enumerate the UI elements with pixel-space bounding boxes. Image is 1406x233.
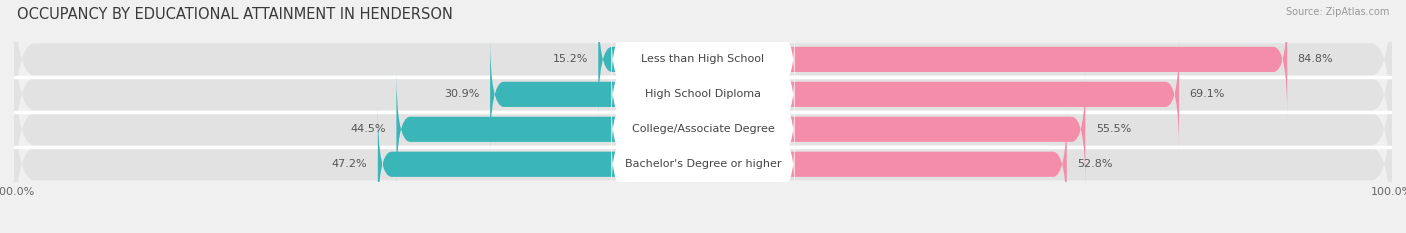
FancyBboxPatch shape: [612, 62, 794, 126]
Text: 15.2%: 15.2%: [553, 55, 588, 64]
Text: 47.2%: 47.2%: [332, 159, 367, 169]
Text: 55.5%: 55.5%: [1095, 124, 1130, 134]
FancyBboxPatch shape: [14, 41, 1392, 218]
Text: Less than High School: Less than High School: [641, 55, 765, 64]
Text: High School Diploma: High School Diploma: [645, 89, 761, 99]
Text: College/Associate Degree: College/Associate Degree: [631, 124, 775, 134]
Text: 30.9%: 30.9%: [444, 89, 479, 99]
Text: 69.1%: 69.1%: [1189, 89, 1225, 99]
FancyBboxPatch shape: [612, 97, 794, 161]
Text: OCCUPANCY BY EDUCATIONAL ATTAINMENT IN HENDERSON: OCCUPANCY BY EDUCATIONAL ATTAINMENT IN H…: [17, 7, 453, 22]
FancyBboxPatch shape: [599, 2, 703, 117]
FancyBboxPatch shape: [14, 0, 1392, 148]
Text: 52.8%: 52.8%: [1077, 159, 1112, 169]
FancyBboxPatch shape: [703, 37, 1180, 152]
FancyBboxPatch shape: [703, 2, 1288, 117]
FancyBboxPatch shape: [14, 6, 1392, 183]
FancyBboxPatch shape: [703, 107, 1067, 222]
FancyBboxPatch shape: [396, 72, 703, 187]
FancyBboxPatch shape: [378, 107, 703, 222]
Text: 84.8%: 84.8%: [1298, 55, 1333, 64]
Text: Source: ZipAtlas.com: Source: ZipAtlas.com: [1285, 7, 1389, 17]
Text: 44.5%: 44.5%: [350, 124, 387, 134]
FancyBboxPatch shape: [612, 27, 794, 91]
FancyBboxPatch shape: [491, 37, 703, 152]
FancyBboxPatch shape: [14, 75, 1392, 233]
FancyBboxPatch shape: [612, 132, 794, 196]
Text: Bachelor's Degree or higher: Bachelor's Degree or higher: [624, 159, 782, 169]
FancyBboxPatch shape: [703, 72, 1085, 187]
